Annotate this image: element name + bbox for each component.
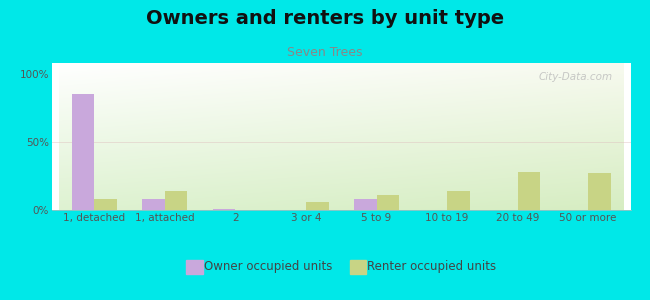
Text: Owners and renters by unit type: Owners and renters by unit type (146, 9, 504, 28)
Bar (588, 173, 611, 210)
Bar (213, 208, 235, 210)
Bar (72, 94, 94, 210)
Bar (354, 199, 376, 210)
Text: City-Data.com: City-Data.com (539, 72, 613, 82)
Bar (165, 191, 187, 210)
Bar (447, 191, 470, 210)
Bar (94, 199, 117, 210)
Text: Seven Trees: Seven Trees (287, 46, 363, 59)
Bar (142, 199, 165, 210)
Bar (306, 202, 328, 210)
Bar (376, 195, 399, 210)
Legend: Owner occupied units, Renter occupied units: Owner occupied units, Renter occupied un… (181, 255, 501, 278)
Bar (517, 172, 540, 210)
